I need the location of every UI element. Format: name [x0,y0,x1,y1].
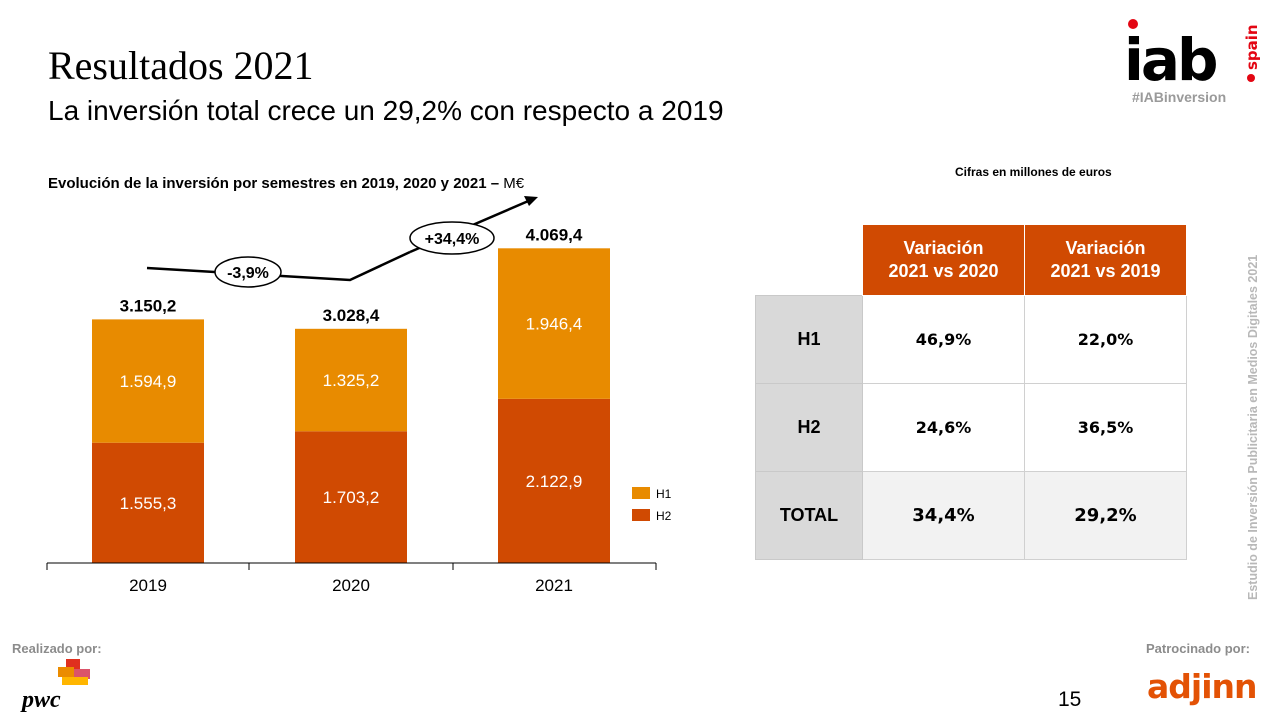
cell-h2-vs2019: 36,5% [1024,383,1187,472]
data-label-h1-2019: 1.594,9 [120,372,177,391]
iab-logo-text: iab [1124,26,1216,88]
x-tick-label-2020: 2020 [332,576,370,595]
legend-swatch-h2 [632,509,650,521]
page-title: Resultados 2021 [48,43,314,88]
data-label-h2-2021: 2.122,9 [526,472,583,491]
legend-label-h1: H1 [656,487,672,501]
bar-h1-2019 [92,319,204,443]
x-tick-labels: 2019 2020 2021 [129,576,573,595]
adjinn-logo: adjinn [1147,667,1258,706]
cell-h1-vs2020: 46,9% [862,295,1025,384]
x-tick-label-2019: 2019 [129,576,167,595]
bar-h2-2020 [295,431,407,563]
total-label-2021: 4.069,4 [526,225,583,244]
legend-swatch-h1 [632,487,650,499]
annotation-increase: +34,4% [425,231,480,248]
sponsored-by-label: Patrocinado por: [1146,641,1251,656]
data-label-h1-2021: 1.946,4 [526,315,583,334]
row-label-h2: H2 [755,383,863,472]
adjinn-logo-text: adjinn [1147,667,1257,706]
data-label-h2-2019: 1.555,3 [120,494,177,513]
data-label-h1-2020: 1.325,2 [323,371,380,390]
table-note: Cifras en millones de euros [955,165,1112,179]
annotation-bubble [214,256,282,288]
header-var-2019: Variación 2021 vs 2019 [1024,224,1187,296]
annotation-decrease: -3,9% [227,265,269,282]
page-subtitle: La inversión total crece un 29,2% con re… [48,95,724,126]
total-label-2020: 3.028,4 [323,306,380,325]
table-corner-cell [756,225,863,296]
annotation-bubble [409,221,495,255]
bar-h2-2021 [498,398,610,563]
bar-h2-2019 [92,442,204,563]
labels-layer: 1.555,3 1.594,9 3.150,2 1.703,2 1.325,2 3.028… [120,225,583,513]
bar-h1-2020 [295,328,407,432]
row-label-total: TOTAL [755,471,863,560]
table-row: TOTAL 34,4% 29,2% [755,471,1187,560]
chart-title-unit: M€ [499,175,525,192]
bars-layer [92,248,610,563]
pwc-logo: pwc [20,659,90,713]
header-var-2020: Variación 2021 vs 2020 [862,224,1025,296]
x-tick-label-2021: 2021 [535,576,573,595]
made-by-label: Realizado por: [12,641,102,656]
cell-total-vs2020: 34,4% [862,471,1025,560]
legend-label-h2: H2 [656,509,672,523]
variation-table: Variación 2021 vs 2020 Variación 2021 vs 2… [755,224,1187,560]
stacked-bar-chart: 1.555,3 1.594,9 3.150,2 1.703,2 1.325,2 3.028… [46,196,672,595]
row-label-h1: H1 [755,295,863,384]
trend-arrow-head [524,196,538,206]
data-label-h2-2020: 1.703,2 [323,488,380,507]
iab-spain-logo: iab spain [1124,19,1261,88]
table-header-row: Variación 2021 vs 2020 Variación 2021 vs 2… [756,224,1187,296]
iab-logo-spain: spain [1243,24,1261,70]
pwc-logo-text: pwc [20,687,61,713]
cell-h2-vs2020: 24,6% [862,383,1025,472]
study-side-label: Estudio de Inversión Publicitaria en Med… [1246,254,1260,600]
table-row: H1 46,9% 22,0% [755,295,1187,384]
page-number: 15 [1058,688,1082,711]
cell-h1-vs2019: 22,0% [1024,295,1187,384]
hashtag: #IABinversion [1132,89,1227,105]
cell-total-vs2019: 29,2% [1024,471,1187,560]
total-label-2019: 3.150,2 [120,296,177,315]
chart-title: Evolución de la inversión por semestres … [48,175,524,192]
table-row: H2 24,6% 36,5% [755,383,1187,472]
chart-title-main: Evolución de la inversión por semestres … [48,175,500,192]
bar-h1-2021 [498,248,610,399]
